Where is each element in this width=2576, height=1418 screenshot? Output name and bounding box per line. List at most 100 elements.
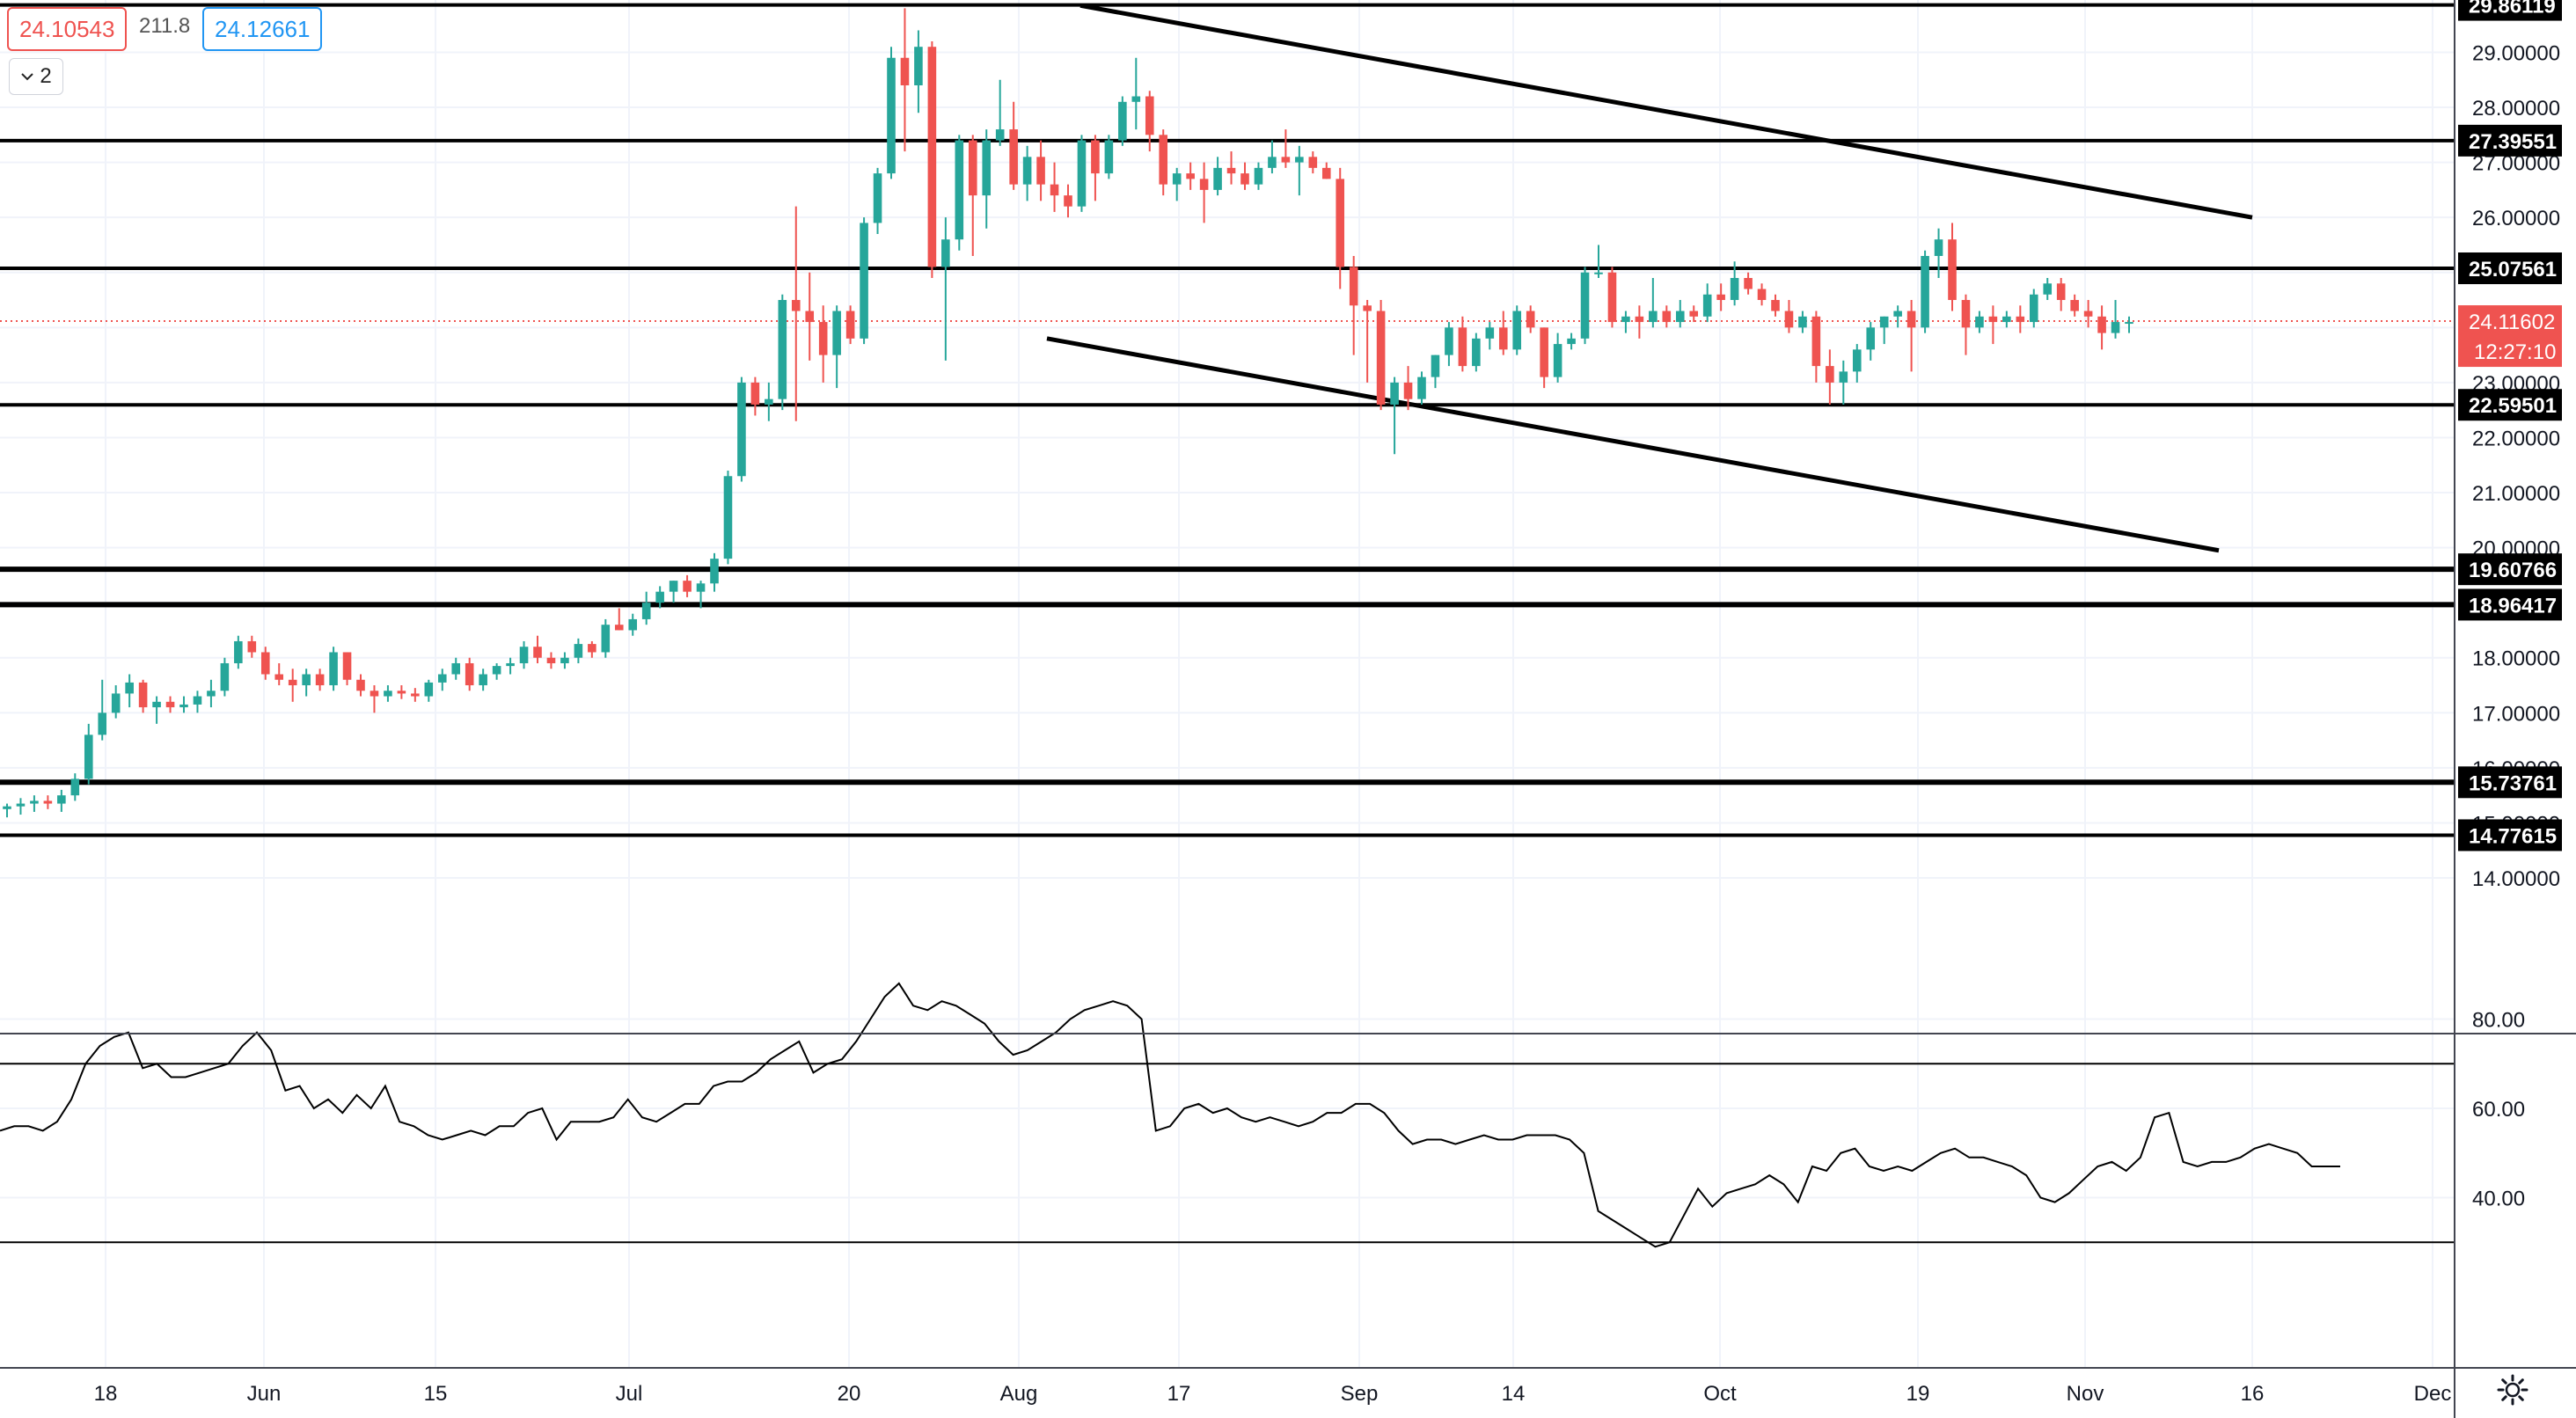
time-axis[interactable]: 18 Jun 15 Jul 20 Aug 17 Sep 14 Oct 19 Nov 16 Dec [94, 1382, 2452, 1406]
candle [111, 685, 121, 719]
candle [1553, 333, 1562, 383]
trend-lines[interactable] [1046, 3, 2253, 553]
countdown-label: 12:27:10 [2474, 340, 2556, 364]
candle-body [914, 47, 923, 86]
candle-body [1485, 327, 1495, 339]
candle [479, 669, 487, 691]
candle-body [1689, 311, 1699, 317]
candle-body [1784, 311, 1794, 328]
candle-body [1458, 327, 1467, 367]
oscillator-tick-label: 60.00 [2472, 1098, 2525, 1122]
candle-body [1921, 255, 1929, 328]
candle-body [546, 657, 556, 663]
candle-body [588, 644, 596, 653]
time-tick-label: 20 [838, 1382, 861, 1406]
candle-body [995, 129, 1005, 141]
candle-body [1336, 179, 1345, 267]
candle [927, 40, 937, 279]
candle-body [2043, 283, 2053, 295]
candle-body [1553, 344, 1562, 377]
candle-body [2029, 294, 2038, 323]
candle [1730, 261, 1739, 306]
candle [1744, 272, 1753, 295]
candle [1498, 311, 1508, 355]
candle-body [1022, 157, 1032, 185]
candle-body [1009, 129, 1018, 185]
candle [1363, 300, 1372, 383]
candle [955, 135, 964, 251]
candle-body [574, 644, 583, 658]
candle [1811, 311, 1821, 383]
level-tag-bg [2458, 766, 2562, 799]
candle-body [1594, 272, 1603, 274]
candle [1485, 322, 1495, 350]
candle-body [138, 682, 148, 708]
candle-body [1104, 140, 1114, 174]
candle [138, 679, 148, 713]
price-tick-label: 28.00000 [2472, 97, 2560, 121]
candle-body [900, 57, 910, 86]
candle-body [982, 140, 992, 196]
candle [260, 647, 270, 680]
candle [2029, 289, 2038, 328]
candle-body [1417, 376, 1426, 399]
candle [995, 79, 1005, 146]
price-tick-label: 17.00000 [2472, 702, 2560, 726]
candle [1906, 300, 1916, 372]
horizontal-levels[interactable] [0, 3, 2455, 837]
collapse-indicators-button[interactable]: 2 [9, 58, 63, 95]
candle [574, 638, 583, 663]
candle [588, 640, 596, 658]
buy-price-box[interactable]: 24.12661 [202, 7, 323, 51]
candle-body [1321, 167, 1331, 179]
candle-body [791, 300, 801, 311]
candle [2097, 305, 2106, 350]
level-tag-bg [2458, 389, 2562, 421]
candle [1784, 300, 1794, 333]
candles [3, 8, 2133, 818]
candle-body [614, 625, 624, 631]
chevron-down-icon [21, 73, 34, 81]
candle [1022, 145, 1032, 201]
candle-body [437, 674, 447, 683]
candle [57, 789, 66, 812]
candle [2083, 300, 2093, 328]
candle [98, 679, 107, 741]
candle-body [1445, 327, 1453, 355]
sell-price-box[interactable]: 24.10543 [7, 7, 128, 51]
candle-body [342, 652, 352, 680]
candle-body [887, 57, 896, 174]
candle-body [111, 693, 121, 713]
candle-body [1349, 267, 1358, 306]
gear-icon[interactable] [2495, 1372, 2530, 1407]
candle-body [30, 800, 39, 804]
candle [2111, 300, 2120, 339]
candle-body [165, 701, 175, 708]
candle [873, 167, 882, 234]
time-tick-label: Dec [2414, 1382, 2452, 1406]
candle [1649, 278, 1658, 328]
price-tick-label: 22.00000 [2472, 427, 2560, 450]
candle [818, 305, 828, 383]
candle-body [2125, 322, 2133, 325]
oscillator-axis[interactable]: 40.00 60.00 80.00 [2472, 1009, 2525, 1211]
candle [683, 574, 692, 597]
level-tag-label: 14.77615 [2469, 824, 2557, 848]
candle [1689, 305, 1699, 323]
candle-body [1866, 327, 1876, 350]
candle [1268, 140, 1277, 174]
candle-body [1771, 300, 1780, 311]
candle [1077, 135, 1087, 212]
candle-body [1308, 157, 1318, 168]
candle-body [1635, 316, 1644, 323]
candle-body [274, 674, 284, 680]
candle [1417, 371, 1426, 405]
candle [765, 382, 773, 421]
candle-body [16, 803, 26, 807]
candle-body [669, 581, 678, 592]
candle [3, 803, 11, 818]
candle-body [533, 647, 542, 658]
candle [84, 723, 93, 785]
oscillator-tick-label: 40.00 [2472, 1188, 2525, 1211]
